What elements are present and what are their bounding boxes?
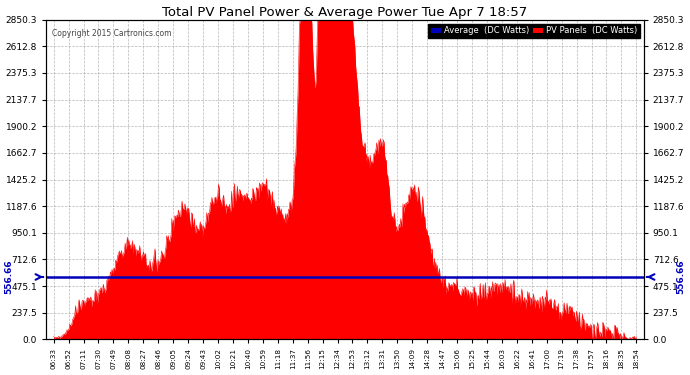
Legend: Average  (DC Watts), PV Panels  (DC Watts): Average (DC Watts), PV Panels (DC Watts) [428,24,640,38]
Text: 556.66: 556.66 [677,260,686,294]
Text: 556.66: 556.66 [4,260,13,294]
Title: Total PV Panel Power & Average Power Tue Apr 7 18:57: Total PV Panel Power & Average Power Tue… [162,6,528,18]
Text: Copyright 2015 Cartronics.com: Copyright 2015 Cartronics.com [52,29,172,38]
